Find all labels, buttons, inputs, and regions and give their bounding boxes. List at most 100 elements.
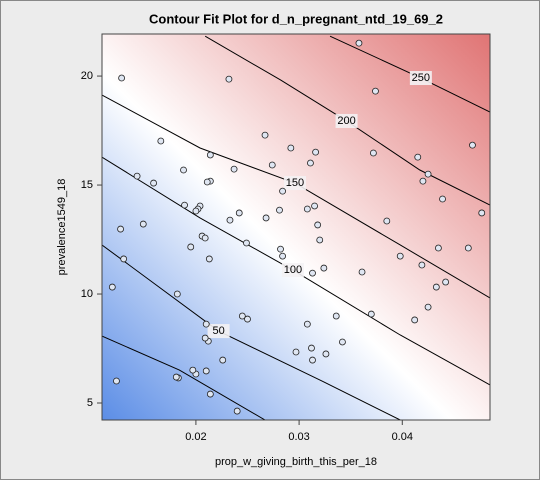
- data-point: [243, 239, 250, 247]
- data-point: [396, 252, 404, 260]
- data-point: [312, 148, 320, 156]
- contour-label-bg: [281, 263, 304, 278]
- data-point: [316, 236, 324, 244]
- y-tick-label: 5: [87, 397, 93, 409]
- data-point: [238, 312, 246, 320]
- data-point: [287, 144, 295, 152]
- data-point: [432, 283, 440, 291]
- data-point: [419, 177, 427, 185]
- data-point: [120, 255, 128, 263]
- data-point: [464, 244, 472, 252]
- contour-label: 200: [337, 115, 355, 127]
- data-point: [206, 151, 214, 159]
- data-point: [303, 205, 311, 213]
- data-point: [133, 172, 141, 180]
- data-point: [439, 195, 446, 203]
- data-point: [233, 407, 241, 415]
- data-point: [332, 312, 340, 320]
- data-point: [355, 39, 363, 47]
- data-point: [261, 131, 269, 139]
- contour-line: [102, 244, 401, 420]
- data-point: [309, 269, 316, 277]
- y-axis-label: prevalence1549_18: [56, 179, 68, 276]
- data-point: [172, 373, 180, 381]
- data-point: [113, 377, 120, 385]
- data-point: [173, 290, 181, 298]
- data-point: [230, 165, 238, 173]
- data-point: [205, 255, 213, 263]
- data-point: [226, 216, 234, 224]
- data-point: [308, 344, 315, 352]
- contour-label: 250: [412, 72, 430, 84]
- contour-label: 50: [212, 325, 224, 337]
- data-point: [322, 350, 330, 358]
- data-point: [383, 217, 391, 225]
- y-tick-label: 20: [81, 70, 93, 82]
- data-point: [424, 303, 432, 311]
- x-axis-label: prop_w_giving_birth_this_per_18: [215, 456, 377, 468]
- data-point: [262, 214, 270, 222]
- data-point: [292, 348, 300, 356]
- data-point: [108, 283, 116, 291]
- data-point: [206, 390, 214, 398]
- contour-label: 100: [284, 264, 302, 276]
- data-point: [303, 320, 311, 328]
- data-point: [118, 74, 126, 82]
- data-point: [414, 153, 422, 161]
- data-point: [139, 220, 147, 228]
- data-point: [268, 161, 276, 169]
- data-point: [180, 166, 187, 174]
- data-point: [203, 178, 211, 186]
- contour-line: [102, 335, 266, 420]
- data-point: [117, 225, 124, 233]
- data-point: [192, 207, 200, 215]
- contour-label-bg: [335, 113, 358, 128]
- data-point: [309, 356, 316, 364]
- data-point: [311, 202, 318, 210]
- data-point: [276, 206, 283, 214]
- contour-label: 150: [286, 177, 304, 189]
- data-point: [339, 338, 346, 346]
- data-point: [367, 310, 375, 318]
- x-tick-label: 0.03: [288, 431, 309, 443]
- data-point: [201, 234, 209, 242]
- data-point: [187, 243, 195, 251]
- x-tick-label: 0.02: [185, 431, 206, 443]
- data-point: [277, 245, 284, 253]
- data-point: [279, 252, 286, 260]
- data-point: [202, 367, 210, 375]
- data-point: [418, 261, 426, 269]
- data-point: [157, 137, 165, 145]
- data-point: [235, 209, 243, 217]
- data-point: [372, 87, 379, 95]
- data-point: [469, 141, 476, 149]
- data-point: [189, 366, 197, 374]
- data-point: [358, 268, 366, 276]
- data-point: [435, 244, 442, 252]
- data-point: [369, 149, 377, 157]
- data-point: [150, 179, 157, 187]
- data-point: [307, 159, 314, 167]
- data-point: [314, 221, 322, 229]
- data-point: [201, 334, 209, 342]
- y-tick-label: 15: [81, 179, 93, 191]
- x-tick-label: 0.04: [392, 431, 413, 443]
- data-point: [411, 316, 419, 324]
- data-point: [244, 315, 251, 323]
- data-point: [320, 264, 328, 272]
- contour-label-bg: [283, 176, 306, 191]
- y-tick-label: 10: [81, 288, 93, 300]
- contour-label-bg: [409, 71, 432, 86]
- data-point: [181, 201, 188, 209]
- contour-label-bg: [207, 324, 230, 339]
- data-point: [279, 187, 286, 195]
- data-point: [442, 278, 450, 286]
- data-point: [225, 75, 233, 83]
- chart-title: Contour Fit Plot for d_n_pregnant_ntd_19…: [149, 11, 443, 26]
- plot-frame: [101, 33, 491, 421]
- data-point: [202, 320, 210, 328]
- plot-area: 50 100 150 200 250: [102, 35, 490, 420]
- data-point: [219, 356, 227, 364]
- data-point: [424, 170, 432, 178]
